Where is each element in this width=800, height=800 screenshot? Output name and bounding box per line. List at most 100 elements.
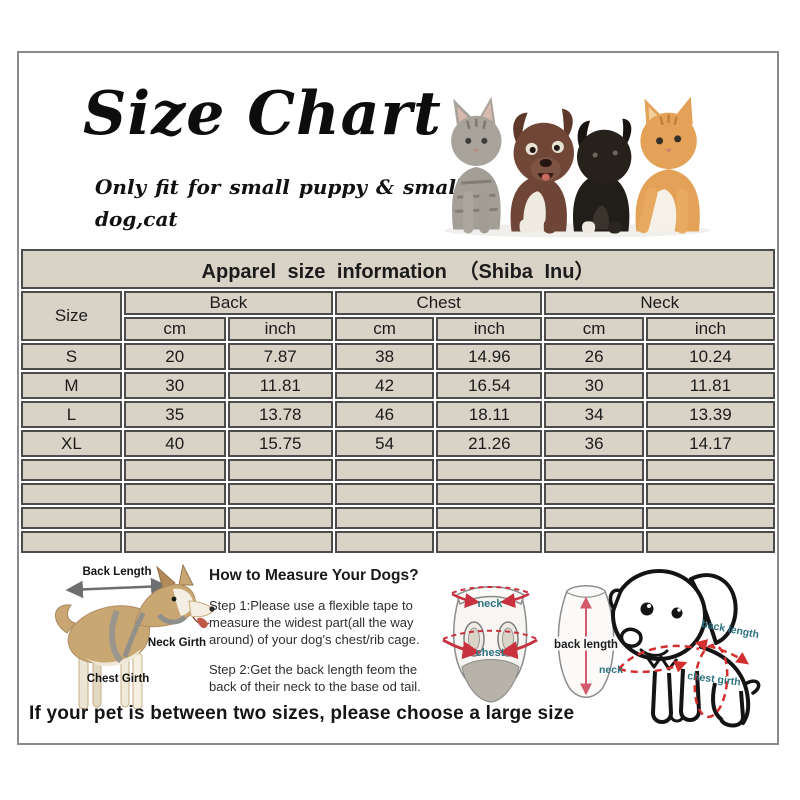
empty-cell xyxy=(227,507,333,529)
value-cell: 20 xyxy=(123,343,226,370)
puppy-measure-lines xyxy=(618,639,750,719)
garment-chest-label: chest xyxy=(476,647,505,659)
empty-cell xyxy=(123,459,226,481)
value-cell: 11.81 xyxy=(645,372,775,399)
value-cell: 40 xyxy=(123,430,226,457)
table-row: XL 40 15.75 54 21.26 36 14.17 xyxy=(21,430,775,457)
gray-kitten-illustration xyxy=(451,96,502,234)
empty-cell xyxy=(227,459,333,481)
unit-header: cm xyxy=(334,317,435,341)
pets-photo xyxy=(444,96,710,238)
table-unit-header-row: cm inch cm inch cm inch xyxy=(21,317,775,341)
value-cell: 7.87 xyxy=(227,343,333,370)
table-title: Apparel size information （Shiba Inu） xyxy=(21,249,775,289)
garment-back-view: back length xyxy=(552,585,620,698)
value-cell: 26 xyxy=(544,343,644,370)
empty-cell xyxy=(21,507,122,529)
table-row: S 20 7.87 38 14.96 26 10.24 xyxy=(21,343,775,370)
empty-cell xyxy=(645,459,775,481)
empty-cell xyxy=(21,531,122,553)
empty-cell xyxy=(123,483,226,505)
table-empty-row xyxy=(21,531,775,553)
measuring-guide-section: Back Length Neck Girth Chest Girth How t… xyxy=(19,555,777,741)
empty-cell xyxy=(227,531,333,553)
size-cell: L xyxy=(21,401,122,428)
footer-note: If your pet is between two sizes, please… xyxy=(29,703,575,724)
empty-cell xyxy=(227,483,333,505)
dog-side-measure-diagram: Back Length Neck Girth Chest Girth xyxy=(55,563,215,710)
unit-header: inch xyxy=(436,317,543,341)
size-table: Apparel size information （Shiba Inu） Siz… xyxy=(19,247,777,555)
empty-cell xyxy=(645,483,775,505)
empty-cell xyxy=(334,507,435,529)
empty-cell xyxy=(436,531,543,553)
value-cell: 21.26 xyxy=(436,430,543,457)
empty-cell xyxy=(123,507,226,529)
dog-nose xyxy=(209,606,215,612)
neck-strap xyxy=(157,613,187,625)
neck-girth-label: Neck Girth xyxy=(148,637,206,649)
unit-header: cm xyxy=(123,317,226,341)
content-box: Size Chart Only fit for small puppy & sm… xyxy=(17,51,779,745)
empty-cell xyxy=(544,459,644,481)
value-cell: 14.17 xyxy=(645,430,775,457)
orange-kitten-illustration xyxy=(635,96,700,234)
page-subtitle: Only fit for small puppy & small dog,cat xyxy=(95,171,464,235)
size-cell: M xyxy=(21,372,122,399)
garment-neck-label: neck xyxy=(477,598,503,610)
table-row: L 35 13.78 46 18.11 34 13.39 xyxy=(21,401,775,428)
empty-cell xyxy=(21,459,122,481)
puppy-left-ear xyxy=(608,588,624,613)
empty-cell xyxy=(544,483,644,505)
value-cell: 18.11 xyxy=(436,401,543,428)
unit-header: inch xyxy=(227,317,333,341)
howto-step1: Step 1:Please use a flexible tape to mea… xyxy=(209,598,420,647)
table-row: M 30 11.81 42 16.54 30 11.81 xyxy=(21,372,775,399)
garment-measure-diagram: neck chest back length xyxy=(442,585,620,703)
chest-strap xyxy=(109,609,124,664)
value-cell: 13.39 xyxy=(645,401,775,428)
value-cell: 14.96 xyxy=(436,343,543,370)
table-empty-row xyxy=(21,483,775,505)
empty-cell xyxy=(544,507,644,529)
garment-back-length-label: back length xyxy=(554,639,618,651)
empty-cell xyxy=(334,483,435,505)
subtitle-line-1: Only fit for small puppy & small xyxy=(95,175,464,199)
black-puppy-illustration xyxy=(572,118,632,234)
unit-header: cm xyxy=(544,317,644,341)
table-empty-row xyxy=(21,507,775,529)
size-cell: S xyxy=(21,343,122,370)
column-header-back: Back xyxy=(123,291,333,315)
value-cell: 54 xyxy=(334,430,435,457)
back-length-label: Back Length xyxy=(82,566,151,578)
empty-cell xyxy=(21,483,122,505)
table-title-row: Apparel size information （Shiba Inu） xyxy=(21,249,775,289)
column-header-chest: Chest xyxy=(334,291,543,315)
column-header-neck: Neck xyxy=(544,291,775,315)
back-length-arrow xyxy=(65,577,169,599)
empty-cell xyxy=(645,531,775,553)
value-cell: 30 xyxy=(544,372,644,399)
unit-header: inch xyxy=(645,317,775,341)
table-empty-row xyxy=(21,459,775,481)
value-cell: 34 xyxy=(544,401,644,428)
empty-cell xyxy=(436,507,543,529)
value-cell: 10.24 xyxy=(645,343,775,370)
puppy-measure-diagram: back length neck chest girth xyxy=(599,569,761,728)
empty-cell xyxy=(123,531,226,553)
value-cell: 11.81 xyxy=(227,372,333,399)
empty-cell xyxy=(334,531,435,553)
howto-heading: How to Measure Your Dogs? xyxy=(209,567,419,584)
value-cell: 38 xyxy=(334,343,435,370)
chest-girth-label: Chest Girth xyxy=(87,673,150,685)
empty-cell xyxy=(436,459,543,481)
empty-cell xyxy=(436,483,543,505)
subtitle-line-2: dog,cat xyxy=(95,207,178,231)
size-cell: XL xyxy=(21,430,122,457)
puppy-nose xyxy=(619,627,643,648)
empty-cell xyxy=(544,531,644,553)
value-cell: 36 xyxy=(544,430,644,457)
brown-puppy-illustration xyxy=(510,108,574,234)
value-cell: 15.75 xyxy=(227,430,333,457)
puppy-tail xyxy=(745,679,761,695)
